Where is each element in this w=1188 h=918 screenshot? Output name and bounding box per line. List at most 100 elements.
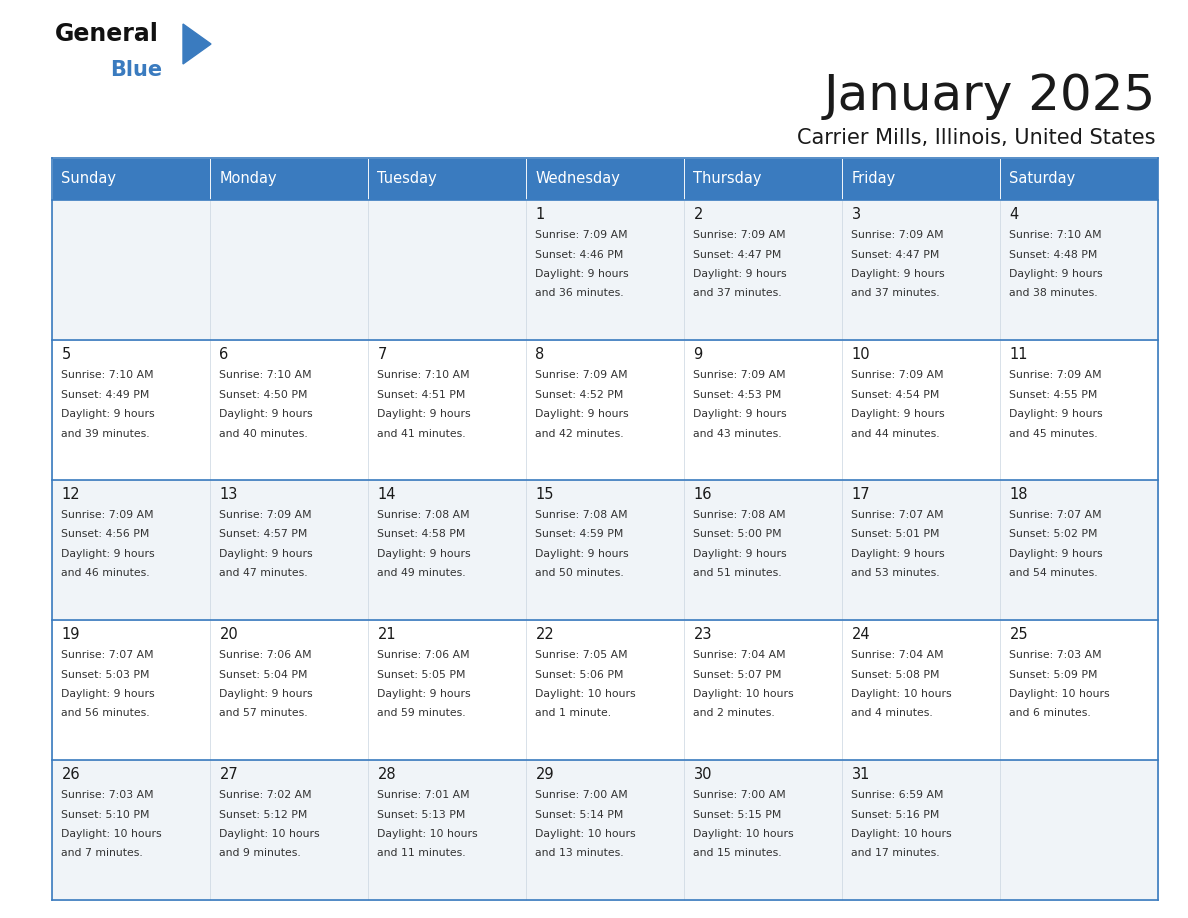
Text: Sunset: 4:47 PM: Sunset: 4:47 PM	[694, 250, 782, 260]
Text: Sunrise: 7:09 AM: Sunrise: 7:09 AM	[62, 510, 154, 520]
Text: Sunset: 5:06 PM: Sunset: 5:06 PM	[536, 669, 624, 679]
Text: 26: 26	[62, 767, 80, 782]
Text: 29: 29	[536, 767, 554, 782]
Text: Daylight: 10 hours: Daylight: 10 hours	[852, 829, 952, 839]
Text: Sunset: 5:03 PM: Sunset: 5:03 PM	[62, 669, 150, 679]
Bar	[52, 158, 210, 200]
Text: 16: 16	[694, 487, 712, 502]
Bar	[684, 760, 842, 900]
Text: 2: 2	[694, 207, 703, 222]
Bar	[52, 340, 210, 480]
Text: Daylight: 9 hours: Daylight: 9 hours	[220, 549, 314, 559]
Text: Sunrise: 7:09 AM: Sunrise: 7:09 AM	[1010, 370, 1102, 380]
Text: Sunset: 4:52 PM: Sunset: 4:52 PM	[536, 389, 624, 399]
Text: 5: 5	[62, 347, 71, 362]
Bar	[52, 620, 210, 760]
Text: Sunset: 4:47 PM: Sunset: 4:47 PM	[852, 250, 940, 260]
Bar	[526, 340, 684, 480]
Bar	[1000, 158, 1158, 200]
Text: Sunset: 5:13 PM: Sunset: 5:13 PM	[378, 810, 466, 820]
Text: General: General	[55, 22, 159, 46]
Text: Daylight: 9 hours: Daylight: 9 hours	[62, 689, 156, 699]
Text: Blue: Blue	[110, 60, 162, 80]
Bar	[1000, 620, 1158, 760]
Text: Daylight: 10 hours: Daylight: 10 hours	[852, 689, 952, 699]
Text: Carrier Mills, Illinois, United States: Carrier Mills, Illinois, United States	[797, 128, 1156, 148]
Text: 9: 9	[694, 347, 703, 362]
Bar	[684, 480, 842, 620]
Text: Daylight: 10 hours: Daylight: 10 hours	[220, 829, 320, 839]
Text: Sunrise: 7:07 AM: Sunrise: 7:07 AM	[852, 510, 944, 520]
Text: Sunset: 5:09 PM: Sunset: 5:09 PM	[1010, 669, 1098, 679]
Text: Sunrise: 6:59 AM: Sunrise: 6:59 AM	[852, 790, 944, 800]
Text: and 56 minutes.: and 56 minutes.	[62, 709, 150, 719]
Text: 24: 24	[852, 627, 870, 642]
Text: Sunset: 5:08 PM: Sunset: 5:08 PM	[852, 669, 940, 679]
Text: 8: 8	[536, 347, 545, 362]
Text: 14: 14	[378, 487, 396, 502]
Text: Sunset: 5:00 PM: Sunset: 5:00 PM	[694, 530, 782, 540]
Bar	[842, 480, 1000, 620]
Text: Sunset: 4:56 PM: Sunset: 4:56 PM	[62, 530, 150, 540]
Text: 3: 3	[852, 207, 860, 222]
Text: and 2 minutes.: and 2 minutes.	[694, 709, 776, 719]
Bar	[684, 340, 842, 480]
Text: Sunset: 5:04 PM: Sunset: 5:04 PM	[220, 669, 308, 679]
Text: Sunrise: 7:00 AM: Sunrise: 7:00 AM	[694, 790, 786, 800]
Bar	[842, 760, 1000, 900]
Text: Sunset: 4:53 PM: Sunset: 4:53 PM	[694, 389, 782, 399]
Text: and 54 minutes.: and 54 minutes.	[1010, 568, 1098, 578]
Text: and 50 minutes.: and 50 minutes.	[536, 568, 624, 578]
Text: Saturday: Saturday	[1010, 172, 1075, 186]
Text: Sunset: 5:02 PM: Sunset: 5:02 PM	[1010, 530, 1098, 540]
Bar	[210, 480, 368, 620]
Text: and 15 minutes.: and 15 minutes.	[694, 848, 782, 858]
Text: Daylight: 9 hours: Daylight: 9 hours	[852, 409, 946, 419]
Text: Sunrise: 7:09 AM: Sunrise: 7:09 AM	[220, 510, 312, 520]
Text: Daylight: 9 hours: Daylight: 9 hours	[1010, 409, 1104, 419]
Text: and 6 minutes.: and 6 minutes.	[1010, 709, 1092, 719]
Text: Friday: Friday	[852, 172, 896, 186]
Text: and 42 minutes.: and 42 minutes.	[536, 429, 624, 439]
Text: and 43 minutes.: and 43 minutes.	[694, 429, 782, 439]
Text: Sunrise: 7:06 AM: Sunrise: 7:06 AM	[378, 650, 470, 660]
Text: 23: 23	[694, 627, 712, 642]
Text: and 7 minutes.: and 7 minutes.	[62, 848, 144, 858]
Text: Sunday: Sunday	[62, 172, 116, 186]
Text: Sunrise: 7:09 AM: Sunrise: 7:09 AM	[852, 230, 944, 240]
Text: 27: 27	[220, 767, 239, 782]
Text: Sunset: 4:59 PM: Sunset: 4:59 PM	[536, 530, 624, 540]
Bar	[210, 158, 368, 200]
Text: Sunset: 5:07 PM: Sunset: 5:07 PM	[694, 669, 782, 679]
Text: Sunrise: 7:03 AM: Sunrise: 7:03 AM	[62, 790, 154, 800]
Text: Sunset: 5:05 PM: Sunset: 5:05 PM	[378, 669, 466, 679]
Text: 4: 4	[1010, 207, 1019, 222]
Bar	[210, 620, 368, 760]
Text: Sunrise: 7:04 AM: Sunrise: 7:04 AM	[852, 650, 944, 660]
Text: Sunrise: 7:09 AM: Sunrise: 7:09 AM	[694, 370, 786, 380]
Text: Sunrise: 7:02 AM: Sunrise: 7:02 AM	[220, 790, 312, 800]
Bar	[368, 760, 526, 900]
Text: Daylight: 10 hours: Daylight: 10 hours	[536, 829, 636, 839]
Bar	[842, 200, 1000, 340]
Text: Sunrise: 7:08 AM: Sunrise: 7:08 AM	[378, 510, 470, 520]
Bar	[526, 158, 684, 200]
Text: Monday: Monday	[220, 172, 277, 186]
Text: and 4 minutes.: and 4 minutes.	[852, 709, 934, 719]
Text: Sunrise: 7:07 AM: Sunrise: 7:07 AM	[62, 650, 154, 660]
Text: Sunrise: 7:08 AM: Sunrise: 7:08 AM	[536, 510, 628, 520]
Bar	[526, 760, 684, 900]
Text: Sunset: 5:15 PM: Sunset: 5:15 PM	[694, 810, 782, 820]
Text: and 9 minutes.: and 9 minutes.	[220, 848, 302, 858]
Text: Sunset: 4:55 PM: Sunset: 4:55 PM	[1010, 389, 1098, 399]
Text: and 59 minutes.: and 59 minutes.	[378, 709, 466, 719]
Text: Sunrise: 7:10 AM: Sunrise: 7:10 AM	[378, 370, 470, 380]
Text: Sunrise: 7:03 AM: Sunrise: 7:03 AM	[1010, 650, 1102, 660]
Text: 13: 13	[220, 487, 238, 502]
Text: Daylight: 10 hours: Daylight: 10 hours	[694, 689, 794, 699]
Bar	[52, 480, 210, 620]
Text: Sunset: 4:48 PM: Sunset: 4:48 PM	[1010, 250, 1098, 260]
Text: Daylight: 9 hours: Daylight: 9 hours	[694, 409, 788, 419]
Text: 18: 18	[1010, 487, 1028, 502]
Text: Thursday: Thursday	[694, 172, 762, 186]
